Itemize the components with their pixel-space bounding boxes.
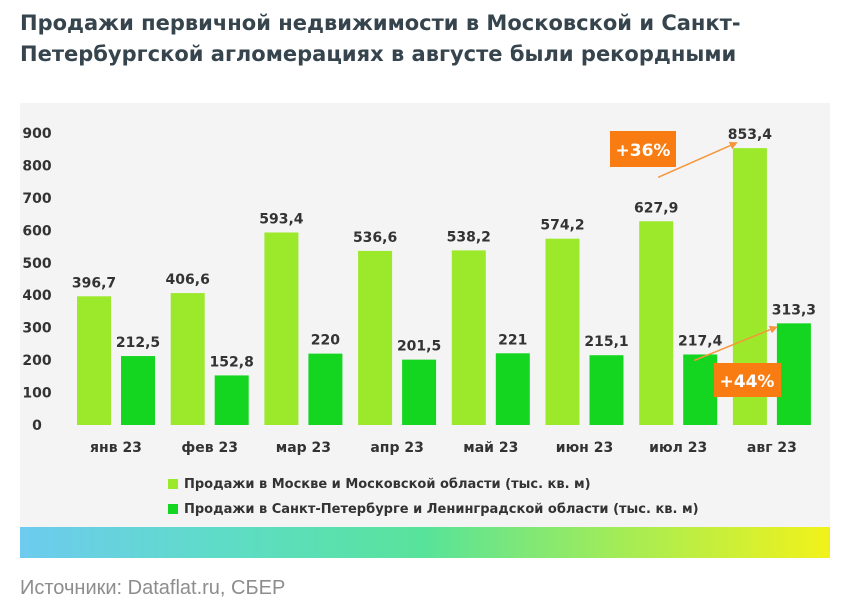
- bar-spb: [495, 353, 530, 425]
- source-caption: Источники: Dataflat.ru, СБЕР: [20, 577, 286, 599]
- x-tick-label: май 23: [463, 440, 518, 456]
- legend-label: Продажи в Санкт-Петербурге и Ленинградск…: [184, 502, 699, 517]
- y-tick-label: 900: [22, 126, 51, 142]
- chart-title: Продажи первичной недвижимости в Московс…: [20, 11, 741, 66]
- data-label: 593,4: [259, 211, 304, 227]
- y-tick-label: 200: [22, 353, 51, 369]
- data-label: 215,1: [584, 334, 628, 350]
- y-tick-label: 400: [22, 288, 51, 304]
- x-tick-label: авг 23: [747, 440, 797, 456]
- y-tick-label: 0: [32, 418, 42, 434]
- bar-spb: [683, 354, 718, 425]
- data-label: 627,9: [634, 200, 678, 216]
- bar-moscow: [170, 293, 205, 425]
- x-tick-label: июл 23: [649, 440, 707, 456]
- growth-annotations: +36% +44%: [610, 131, 781, 397]
- bar-moscow: [639, 221, 674, 425]
- data-label: 217,4: [678, 333, 723, 349]
- data-label: 212,5: [116, 335, 160, 351]
- growth-callout-box: [714, 363, 781, 397]
- bar-spb: [589, 355, 624, 425]
- legend-swatch: [168, 479, 178, 489]
- growth-callout-box: [610, 131, 676, 167]
- x-tick-label: янв 23: [90, 440, 142, 456]
- legend-label: Продажи в Москве и Московской области (т…: [184, 477, 591, 492]
- data-label: 396,7: [72, 275, 116, 291]
- data-label: 201,5: [397, 339, 441, 355]
- bar-moscow: [545, 238, 580, 425]
- x-tick-label: фев 23: [181, 440, 238, 456]
- y-axis: 0 100 200 300 400 500 600 700 800 900: [22, 126, 51, 434]
- decorative-gradient-bar: [20, 527, 830, 558]
- bar-moscow: [451, 250, 486, 425]
- y-tick-label: 700: [22, 191, 51, 207]
- y-tick-label: 800: [22, 158, 51, 174]
- data-label: 538,2: [447, 229, 491, 245]
- bar-spb: [214, 375, 249, 425]
- legend-swatch: [168, 504, 178, 514]
- data-label: 221: [498, 332, 527, 348]
- data-label: 574,2: [540, 218, 584, 234]
- x-tick-label: июн 23: [556, 440, 613, 456]
- bar-moscow: [358, 250, 393, 425]
- y-tick-label: 500: [22, 256, 51, 272]
- bar-spb: [776, 323, 811, 425]
- growth-arrow: [657, 141, 738, 178]
- x-tick-label: апр 23: [370, 440, 424, 456]
- bar-spb: [308, 353, 343, 425]
- bar-moscow: [264, 232, 299, 425]
- x-axis: янв 23 фев 23 мар 23 апр 23 май 23 июн 23 июл …: [90, 440, 797, 456]
- data-label: 406,6: [166, 272, 210, 288]
- bar-chart: 0 100 200 300 400 500 600 700 800 900 396,7 212,5 4…: [22, 126, 816, 517]
- data-label: 853,4: [728, 127, 773, 143]
- data-label: 152,8: [210, 354, 254, 370]
- data-label: 220: [311, 333, 340, 349]
- data-label: 536,6: [353, 230, 397, 246]
- y-tick-label: 300: [22, 321, 51, 337]
- bar-spb: [402, 359, 437, 425]
- x-tick-label: мар 23: [276, 440, 331, 456]
- growth-arrow: [693, 325, 778, 362]
- y-tick-label: 600: [22, 223, 51, 239]
- data-label: 313,3: [772, 302, 816, 318]
- y-tick-label: 100: [22, 386, 51, 402]
- growth-callout-label: +44%: [720, 372, 775, 392]
- growth-callout-label: +36%: [616, 141, 671, 161]
- legend: Продажи в Москве и Московской области (т…: [168, 477, 699, 517]
- bar-value-labels: 396,7 212,5 406,6 152,8 593,4 220 536,6 201,5 53…: [72, 127, 816, 370]
- bar-moscow: [77, 296, 111, 425]
- bar-spb: [121, 356, 155, 425]
- chart-panel: 0 100 200 300 400 500 600 700 800 900 396,7 212,5 4…: [20, 103, 830, 527]
